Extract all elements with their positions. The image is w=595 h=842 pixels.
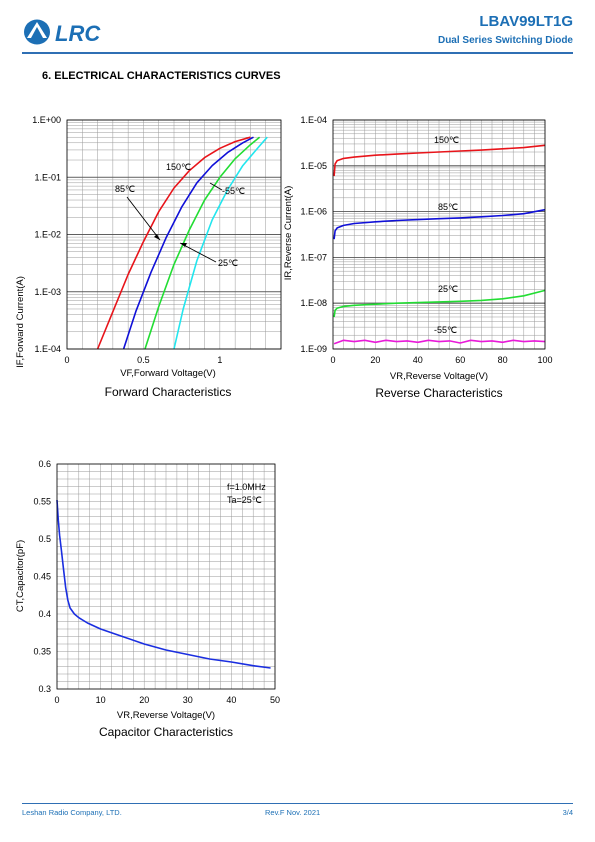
chart-series-lines — [96, 136, 268, 350]
series-line-capacitance-0 — [56, 499, 271, 669]
reverse-x-axis-label: VR,Reverse Voltage(V) — [390, 371, 488, 382]
y-tick-label: 0.3 — [38, 684, 51, 694]
y-tick-label: 0.6 — [38, 459, 51, 469]
series-line-forward-1 — [122, 136, 254, 350]
series-line-reverse-3 — [333, 339, 546, 345]
capacitance-y-axis-label: CT,Capacitor(pF) — [15, 540, 26, 612]
forward-x-axis-label: VF,Forward Voltage(V) — [120, 368, 216, 379]
y-tick-label: 1.E-02 — [34, 230, 61, 240]
y-tick-label: 1.E-03 — [34, 287, 61, 297]
y-tick-label: 1.E-01 — [34, 172, 61, 182]
x-tick-label: 0 — [330, 355, 335, 365]
y-tick-label: 1.E-04 — [34, 344, 61, 354]
y-tick-label: 1.E-05 — [300, 161, 327, 171]
series-line-reverse-0 — [333, 144, 546, 177]
y-tick-label: 1.E-07 — [300, 252, 327, 262]
device-subtitle: Dual Series Switching Diode — [437, 35, 573, 46]
forward-chart-title: Forward Characteristics — [105, 385, 232, 399]
arrow-85c — [126, 196, 161, 241]
annotation-frequency: f=1.0MHz — [227, 482, 266, 492]
annotation-25c: 25℃ — [218, 258, 238, 268]
lrc-logo: LRC — [24, 19, 101, 46]
x-tick-label: 60 — [455, 355, 465, 365]
y-tick-label: 0.4 — [38, 609, 51, 619]
chart-grid — [66, 119, 282, 350]
part-number: LBAV99LT1G — [479, 13, 573, 30]
tick-labels: 0 0.5 1 1.E-04 1.E-03 1.E-02 1.E-01 1.E+00 — [32, 115, 222, 365]
arrow-25c-head — [180, 243, 187, 247]
y-tick-label: 1.E-09 — [300, 344, 327, 354]
footer-page-number: 3/4 — [562, 808, 573, 817]
arrow-85c-head — [154, 234, 160, 240]
series-annotations: 150℃ 85℃ -55℃ 25℃ — [115, 162, 245, 268]
annotation-150c: 150℃ — [166, 162, 191, 172]
y-tick-label: 1.E-08 — [300, 298, 327, 308]
x-tick-label: 0.5 — [137, 355, 150, 365]
annotation-150c: 150℃ — [434, 135, 459, 145]
annotation-25c: 25℃ — [438, 284, 458, 294]
annotation-minus55c: -55℃ — [434, 325, 457, 335]
annotation-85c: 85℃ — [438, 202, 458, 212]
x-tick-label: 100 — [537, 355, 552, 365]
x-tick-label: 50 — [270, 695, 280, 705]
annotation-minus55c: -55℃ — [222, 186, 245, 196]
annotation-temperature: Ta=25℃ — [227, 495, 262, 505]
header-divider — [22, 52, 573, 54]
footer-divider — [22, 803, 573, 804]
chart-series-lines — [56, 499, 271, 669]
x-tick-label: 0 — [54, 695, 59, 705]
series-line-forward-0 — [96, 136, 251, 350]
capacitor-characteristics-chart: 0 10 20 30 40 50 0.3 0.35 0.4 0.45 0.5 0.55 0.6 f=1.… — [15, 459, 280, 739]
reverse-characteristics-chart: 0 20 40 60 80 100 1.E-09 1.E-08 1.E-07 1.E-06 1.E-… — [283, 115, 553, 400]
y-tick-label: 0.45 — [33, 572, 51, 582]
x-tick-label: 0 — [64, 355, 69, 365]
tick-labels: 0 20 40 60 80 100 1.E-09 1.E-08 1.E-07 1.E-06 1.E-… — [300, 115, 552, 365]
series-line-forward-3 — [173, 136, 268, 350]
chart-grid — [56, 463, 276, 690]
reverse-y-axis-label: IR,Reverse Current(A) — [283, 186, 294, 281]
annotation-85c: 85℃ — [115, 184, 135, 194]
y-tick-label: 1.E-04 — [300, 115, 327, 125]
arrow-minus55c — [209, 182, 223, 191]
x-tick-label: 20 — [139, 695, 149, 705]
footer-revision: Rev.F Nov. 2021 — [265, 808, 321, 817]
y-tick-label: 0.5 — [38, 534, 51, 544]
y-tick-label: 1.E-06 — [300, 207, 327, 217]
chart-annotations: f=1.0MHz Ta=25℃ — [227, 482, 266, 505]
y-tick-label: 1.E+00 — [32, 115, 61, 125]
x-tick-label: 40 — [413, 355, 423, 365]
reverse-chart-title: Reverse Characteristics — [375, 386, 502, 400]
series-line-forward-2 — [144, 136, 261, 350]
x-tick-label: 1 — [217, 355, 222, 365]
capacitance-chart-title: Capacitor Characteristics — [99, 725, 233, 739]
forward-y-axis-label: IF,Forward Current(A) — [15, 276, 26, 368]
series-annotations: 150℃ 85℃ 25℃ -55℃ — [434, 135, 459, 335]
x-tick-label: 80 — [498, 355, 508, 365]
x-tick-label: 30 — [183, 695, 193, 705]
forward-characteristics-chart: 0 0.5 1 1.E-04 1.E-03 1.E-02 1.E-01 1.E+00 150℃… — [15, 115, 282, 399]
x-tick-label: 40 — [226, 695, 236, 705]
section-title: 6. ELECTRICAL CHARACTERISTICS CURVES — [42, 70, 281, 82]
y-tick-label: 0.35 — [33, 647, 51, 657]
tick-labels: 0 10 20 30 40 50 0.3 0.35 0.4 0.45 0.5 0.55 0.6 — [33, 459, 280, 705]
plot-frame — [56, 463, 276, 690]
footer-company: Leshan Radio Company, LTD. — [22, 808, 122, 817]
x-tick-label: 10 — [96, 695, 106, 705]
capacitance-x-axis-label: VR,Reverse Voltage(V) — [117, 710, 215, 721]
chart-series-lines — [333, 144, 546, 345]
arrow-25c — [179, 242, 217, 263]
plot-frame — [66, 119, 282, 350]
y-tick-label: 0.55 — [33, 497, 51, 507]
plot-frame — [332, 119, 546, 350]
series-line-reverse-1 — [333, 208, 546, 240]
series-line-reverse-2 — [333, 289, 546, 318]
chart-grid — [332, 119, 546, 350]
logo-text: LRC — [55, 21, 101, 46]
x-tick-label: 20 — [370, 355, 380, 365]
